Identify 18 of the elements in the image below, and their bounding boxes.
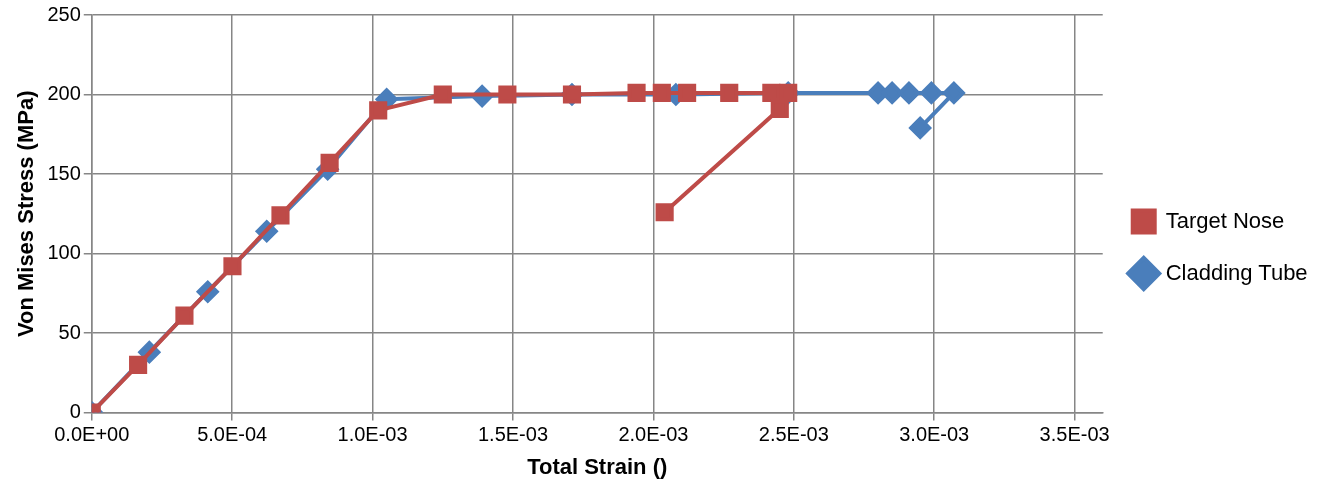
x-tick-label: 3.0E-03	[899, 423, 970, 446]
x-tick-label: 1.0E-03	[337, 423, 408, 446]
y-axis-title: Von Mises Stress (MPa)	[13, 90, 39, 338]
legend-label: Target Nose	[1165, 207, 1285, 233]
y-tick-label: 50	[58, 320, 81, 343]
y-tick-label: 150	[47, 161, 81, 184]
x-tick-label: 0.0E+00	[54, 423, 130, 446]
x-tick-label: 3.5E-03	[1039, 423, 1110, 446]
legend-label: Cladding Tube	[1165, 259, 1308, 285]
y-tick-label: 200	[47, 82, 81, 105]
y-tick-label: 0	[69, 400, 81, 423]
x-tick-label: 2.5E-03	[758, 423, 829, 446]
y-tick-label: 100	[47, 241, 81, 264]
x-axis-title: Total Strain ()	[527, 453, 668, 479]
x-tick-label: 2.0E-03	[618, 423, 689, 446]
x-tick-label: 1.5E-03	[477, 423, 549, 446]
y-tick-label: 250	[47, 2, 81, 25]
x-tick-label: 5.0E-04	[197, 423, 268, 446]
